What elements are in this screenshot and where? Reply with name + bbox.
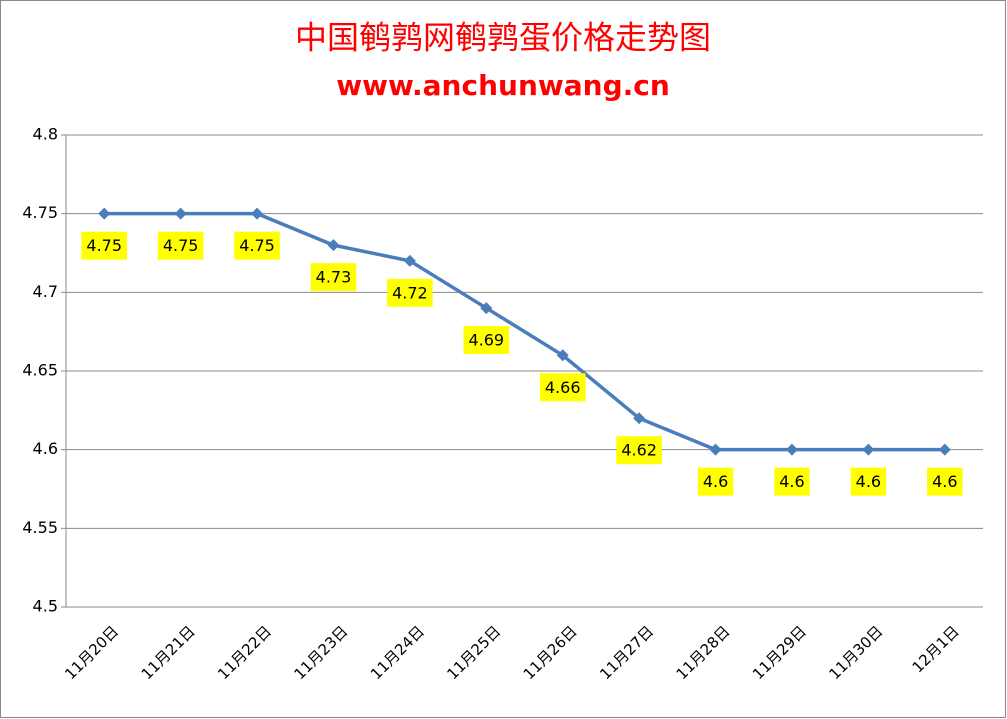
data-line: [104, 211, 945, 452]
y-tick-label: 4.55: [22, 518, 58, 537]
data-label: 4.69: [468, 331, 504, 350]
y-tick-label: 4.6: [33, 439, 58, 458]
y-tick-label: 4.65: [22, 361, 58, 380]
data-label: 4.75: [239, 236, 275, 255]
data-point: [251, 207, 264, 220]
data-point: [480, 302, 493, 315]
data-label-bg: [81, 231, 128, 260]
data-label-bg: [539, 373, 586, 402]
data-point: [327, 239, 340, 252]
data-label-bg: [463, 326, 510, 355]
data-label-bg: [927, 467, 963, 496]
data-label-bg: [616, 436, 662, 465]
data-point: [633, 412, 646, 425]
data-label: 4.66: [545, 378, 581, 397]
data-point: [403, 254, 416, 267]
data-point: [785, 443, 798, 456]
data-label: 4.75: [86, 236, 122, 255]
data-point: [709, 443, 722, 456]
data-label: 4.73: [316, 268, 352, 287]
data-label: 4.6: [779, 472, 804, 491]
data-label: 4.72: [392, 283, 428, 302]
y-tick-label: 4.8: [33, 125, 58, 144]
data-label: 4.6: [856, 472, 881, 491]
y-tick-label: 4.75: [22, 203, 58, 222]
data-point: [98, 207, 111, 220]
y-tick-label: 4.7: [33, 282, 58, 301]
data-label-bg: [774, 467, 810, 496]
data-label-bg: [310, 263, 357, 292]
chart-title: 中国鹌鹑网鹌鹑蛋价格走势图: [295, 19, 711, 57]
chart-subtitle: www.anchunwang.cn: [336, 69, 670, 102]
data-label: 4.62: [621, 441, 657, 460]
data-label: 4.6: [932, 472, 957, 491]
data-point: [862, 443, 875, 456]
data-point: [174, 207, 187, 220]
data-label-bg: [157, 231, 204, 260]
data-point: [556, 349, 569, 362]
data-label: 4.6: [703, 472, 728, 491]
data-label-bg: [387, 278, 433, 307]
data-label-bg: [850, 467, 887, 496]
data-point: [938, 443, 951, 456]
data-label-bg: [234, 231, 280, 260]
data-label: 4.75: [163, 236, 199, 255]
y-tick-label: 4.5: [33, 597, 58, 616]
data-label-bg: [697, 467, 734, 496]
